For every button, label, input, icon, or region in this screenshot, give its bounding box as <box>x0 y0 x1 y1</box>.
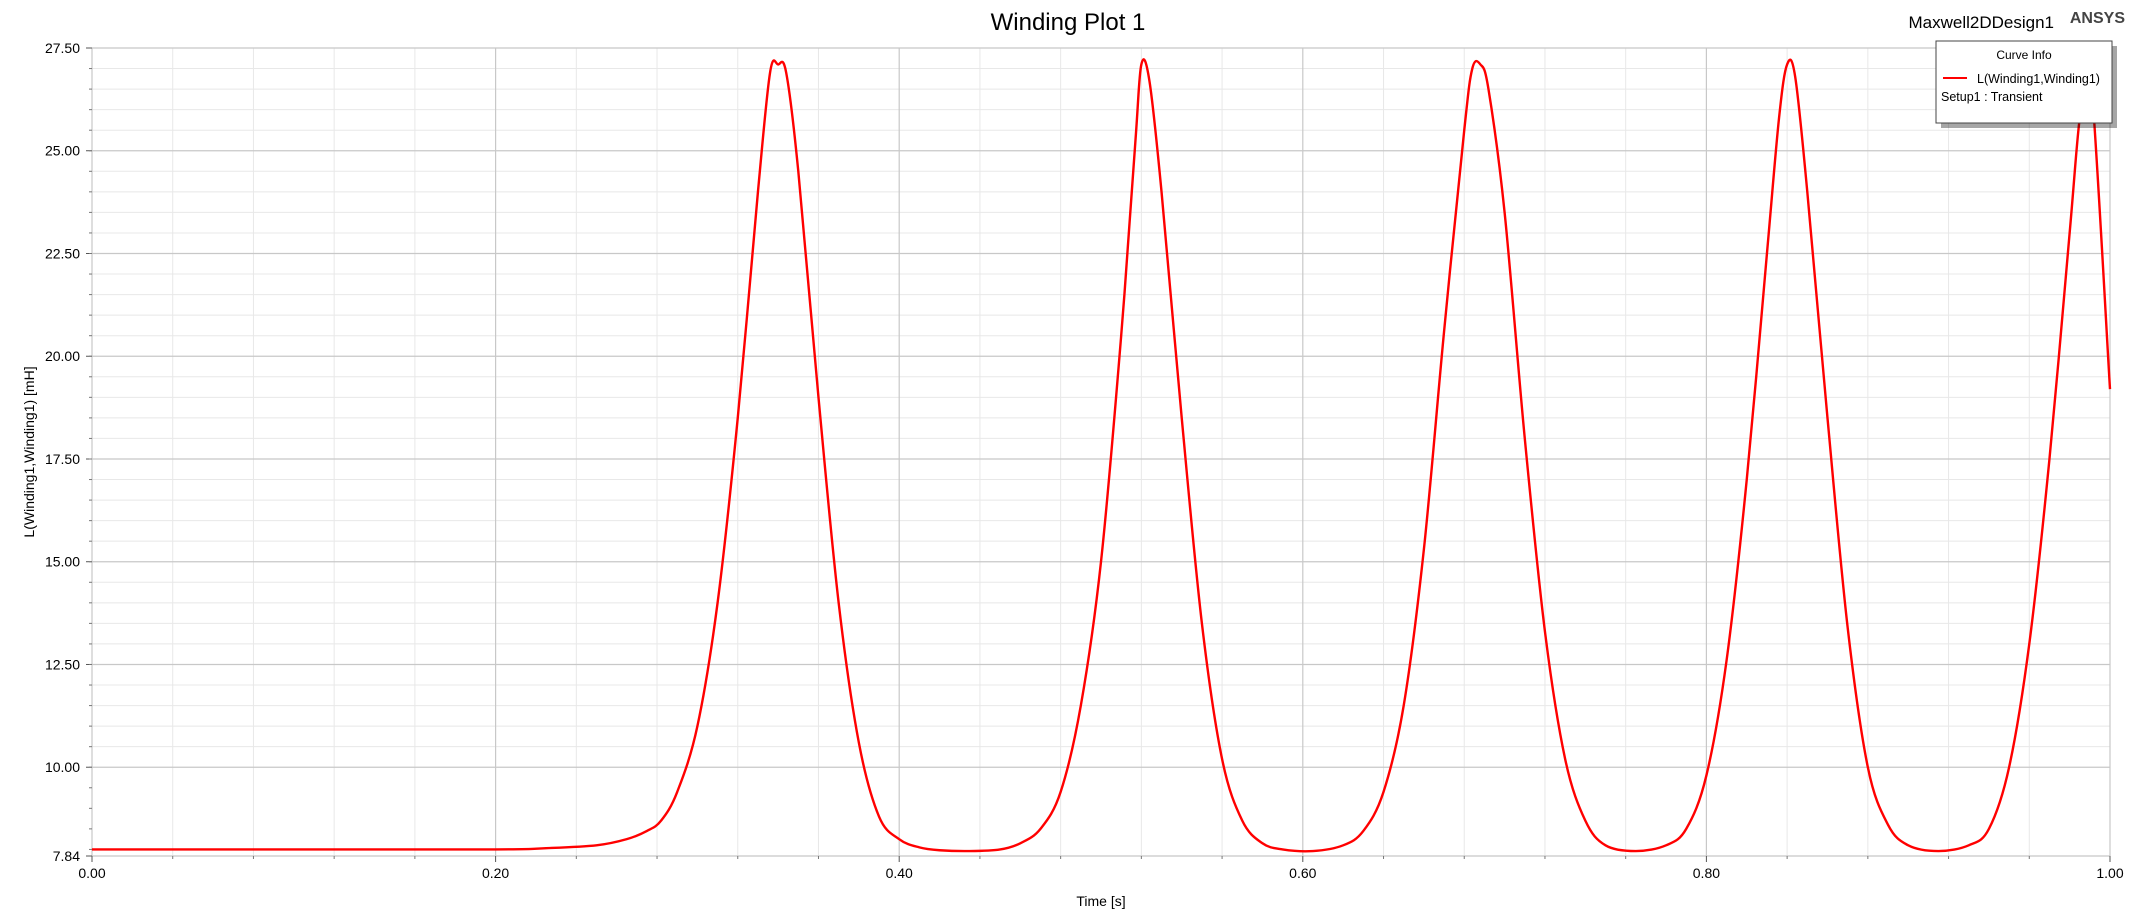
minor-grid <box>92 48 2110 856</box>
y-tick-label: 27.50 <box>45 40 80 56</box>
y-axis-label: L(Winding1,Winding1) [mH] <box>21 366 37 537</box>
legend-series-name: L(Winding1,Winding1) <box>1977 72 2100 86</box>
y-tick-label: 7.84 <box>53 848 80 864</box>
y-tick-label: 20.00 <box>45 348 80 364</box>
x-tick-labels: 0.00 0.20 0.40 0.60 0.80 1.00 <box>78 865 2123 881</box>
brand-logo: ANSYS <box>2070 10 2125 27</box>
design-name: Maxwell2DDesign1 <box>1908 13 2054 32</box>
legend-title: Curve Info <box>1996 48 2052 62</box>
legend-series-setup: Setup1 : Transient <box>1941 90 2043 104</box>
x-axis-label: Time [s] <box>1076 893 1125 909</box>
x-tick-label: 1.00 <box>2096 865 2123 881</box>
legend-box[interactable]: Curve Info L(Winding1,Winding1) Setup1 :… <box>1935 40 2117 128</box>
series-group <box>92 48 2112 853</box>
y-tick-label: 22.50 <box>45 245 80 261</box>
y-tick-label: 17.50 <box>45 451 80 467</box>
y-tick-label: 15.00 <box>45 554 80 570</box>
chart-title: Winding Plot 1 <box>991 9 1146 36</box>
axis-ticks <box>86 47 2111 862</box>
y-tick-label: 25.00 <box>45 143 80 159</box>
x-tick-label: 0.80 <box>1693 865 1720 881</box>
x-tick-label: 0.60 <box>1289 865 1316 881</box>
series-line-inductance <box>92 48 2112 853</box>
x-tick-label: 0.20 <box>482 865 509 881</box>
y-tick-label: 12.50 <box>45 656 80 672</box>
x-tick-label: 0.40 <box>886 865 913 881</box>
y-tick-label: 10.00 <box>45 759 80 775</box>
y-tick-labels: 7.84 10.00 12.50 15.00 17.50 20.00 22.50 25.00 2… <box>45 40 80 864</box>
plot-area[interactable] <box>91 47 2111 857</box>
x-tick-label: 0.00 <box>78 865 105 881</box>
